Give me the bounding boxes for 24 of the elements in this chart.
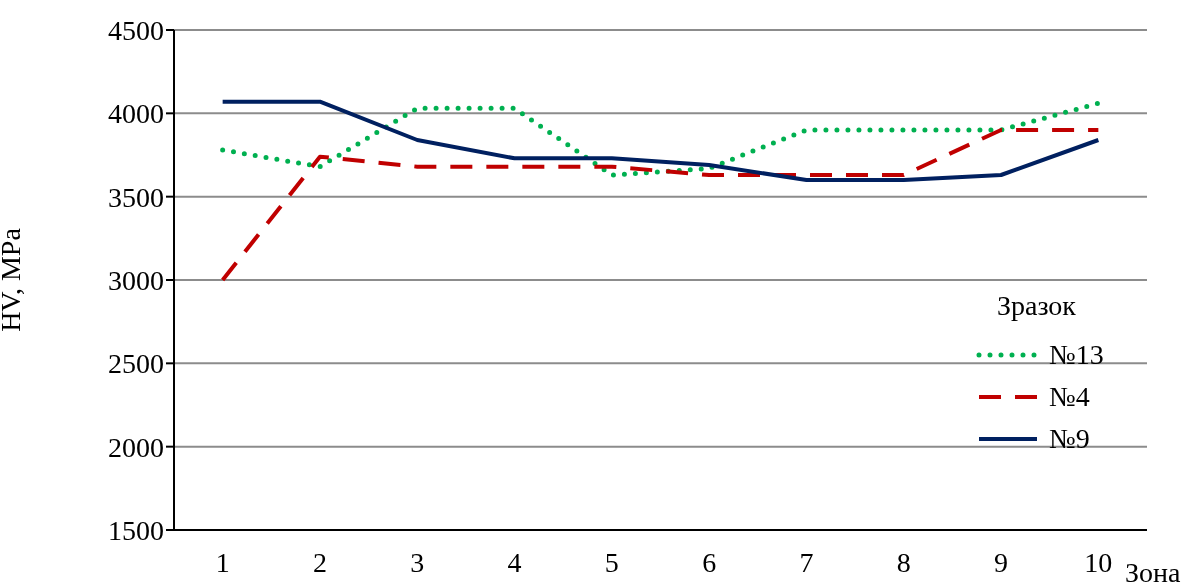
x-tick-label: 2 (312, 546, 327, 578)
x-axis-title: Зона (1125, 557, 1182, 588)
x-tick-label: 9 (994, 546, 1009, 578)
x-tick-label: 8 (896, 546, 911, 578)
x-tick-label: 5 (604, 546, 619, 578)
legend-label: №4 (1049, 381, 1090, 413)
x-tick-label: 7 (799, 546, 814, 578)
x-tick-label: 3 (410, 546, 425, 578)
y-axis-title: HV, MPa (0, 227, 26, 332)
y-tick-label: 4500 (108, 14, 164, 46)
y-tick-label: 2000 (108, 431, 164, 463)
x-tick-label: 10 (1084, 546, 1113, 578)
legend-title: Зразок (997, 290, 1077, 322)
legend-label: №9 (1049, 423, 1090, 455)
y-tick-label: 3000 (108, 264, 164, 296)
legend-label: №13 (1049, 339, 1104, 371)
y-tick-label: 2500 (108, 348, 164, 380)
y-tick-label: 4000 (108, 98, 164, 130)
x-tick-label: 6 (702, 546, 717, 578)
y-tick-label: 1500 (108, 514, 164, 546)
x-tick-label: 1 (215, 546, 230, 578)
line-series (220, 128, 1101, 282)
x-tick-label: 4 (507, 546, 522, 578)
y-tick-label: 3500 (108, 181, 164, 213)
